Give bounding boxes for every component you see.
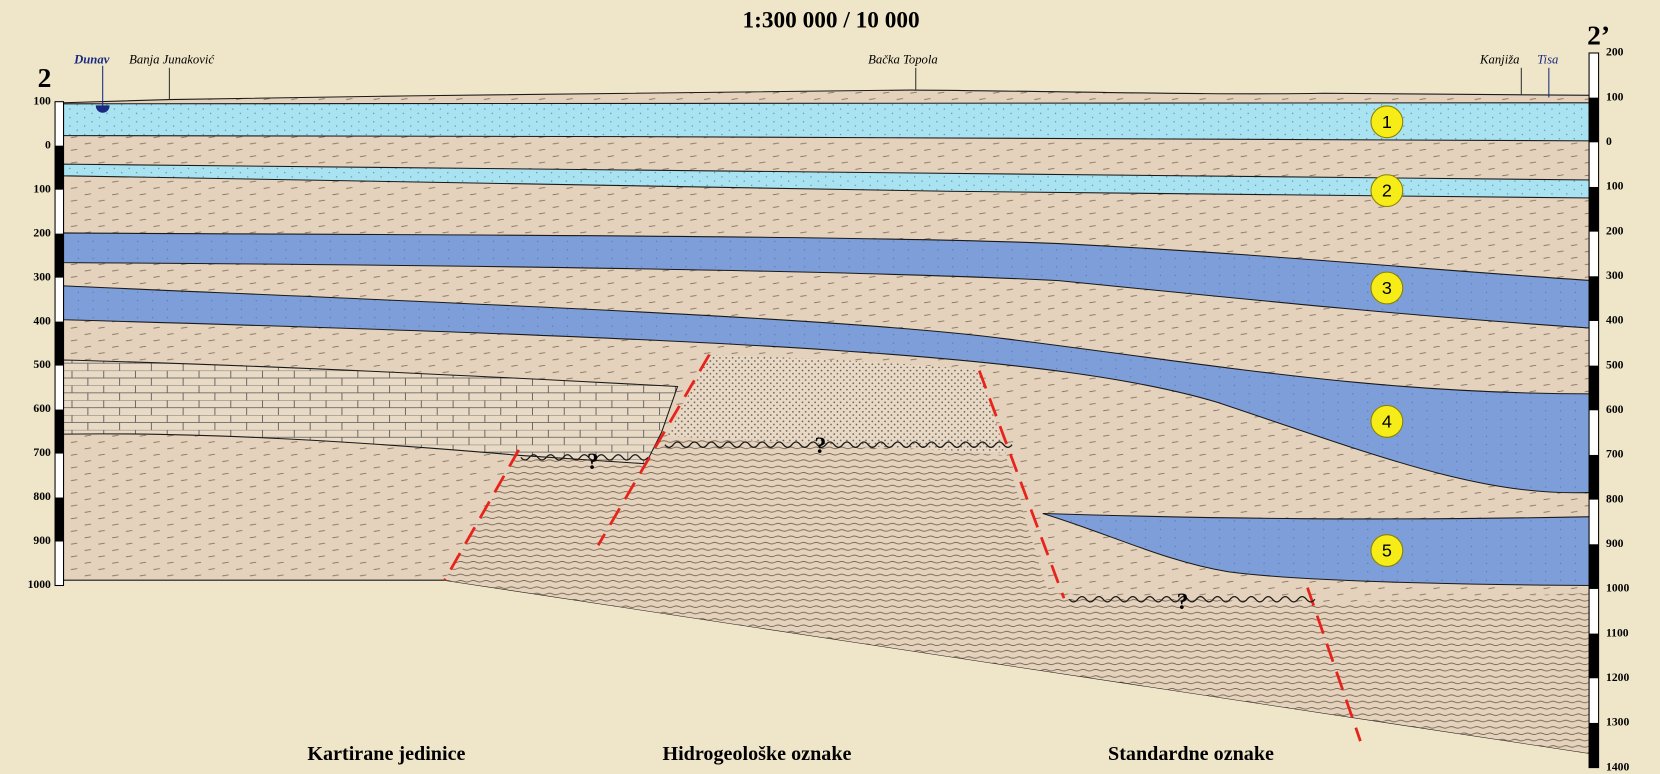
river-name: Dunav [73, 53, 110, 67]
scale-label: 100 [33, 94, 51, 107]
scale-label: 400 [33, 314, 51, 327]
layer-number: 2 [1382, 181, 1392, 201]
scale-segment [55, 146, 63, 190]
scale-label: 1100 [1606, 626, 1629, 639]
scale-label: 700 [1606, 448, 1624, 461]
place-name: Kanjiža [1479, 53, 1519, 67]
scale-label: 100 [1606, 90, 1624, 103]
scale-label: 1300 [1606, 716, 1629, 729]
section-start: 2 [38, 62, 52, 93]
scale-segment [1589, 723, 1599, 768]
scale-label: 200 [33, 226, 51, 239]
scale-label: 900 [1606, 537, 1624, 550]
scale-label: 600 [1606, 403, 1624, 416]
scale-segment [55, 498, 63, 542]
scale-segment [55, 234, 63, 278]
scale-segment [1589, 455, 1599, 500]
scale-label: 1000 [1606, 582, 1629, 595]
scale-label: 800 [33, 490, 51, 503]
legend-heading: Standardne oznake [1108, 743, 1274, 765]
scale-label: 300 [1606, 269, 1624, 282]
question-mark: ? [815, 433, 827, 459]
scale-label: 700 [33, 446, 51, 459]
right-scale: 2001000100200300400500600700800900100011… [1589, 46, 1629, 774]
scale-label: 900 [33, 534, 51, 547]
legend-heading: Hidrogeološke oznake [662, 743, 851, 765]
scale-segment [55, 410, 63, 454]
question-mark: ? [587, 449, 599, 475]
scale-segment [55, 322, 63, 366]
scale-label: 1200 [1606, 671, 1629, 684]
scale-segment [1589, 98, 1599, 143]
scale-segment [1589, 544, 1599, 589]
scale-label: 200 [1606, 46, 1624, 59]
cross-section: ? ? ? 12345 1:300 000 / 10 000 2 2’ Duna… [0, 0, 1660, 774]
scale-segment [1589, 634, 1599, 679]
scale-label: 300 [33, 270, 51, 283]
scale-label: 600 [33, 402, 51, 415]
layer-number: 5 [1382, 541, 1392, 561]
scale-label: 200 [1606, 224, 1624, 237]
river-name: Tisa [1537, 53, 1558, 67]
scale-label: 0 [45, 138, 51, 151]
scale-label: 400 [1606, 314, 1624, 327]
scale-segment [1589, 276, 1599, 321]
scale-label: 1000 [28, 578, 51, 591]
scale-label: 100 [1606, 180, 1624, 193]
scale-label: 500 [1606, 358, 1624, 371]
scale-label: 800 [1606, 492, 1624, 505]
scale-segment [1589, 187, 1599, 232]
layer-number: 4 [1382, 411, 1392, 431]
scale-label: 100 [33, 182, 51, 195]
legend-heading: Kartirane jedinice [307, 743, 465, 765]
scale-label: 1400 [1606, 760, 1629, 773]
place-name: Bačka Topola [868, 53, 938, 67]
scale-label: 0 [1606, 135, 1612, 148]
layer-number: 3 [1382, 278, 1392, 298]
layer-number: 1 [1382, 112, 1392, 132]
sand-block [667, 355, 1006, 453]
question-mark: ? [1177, 589, 1189, 615]
title: 1:300 000 / 10 000 [742, 8, 919, 34]
scale-segment [1589, 366, 1599, 411]
scale-label: 500 [33, 358, 51, 371]
aquifer [64, 103, 1594, 141]
place-name: Banja Junaković [129, 53, 214, 67]
